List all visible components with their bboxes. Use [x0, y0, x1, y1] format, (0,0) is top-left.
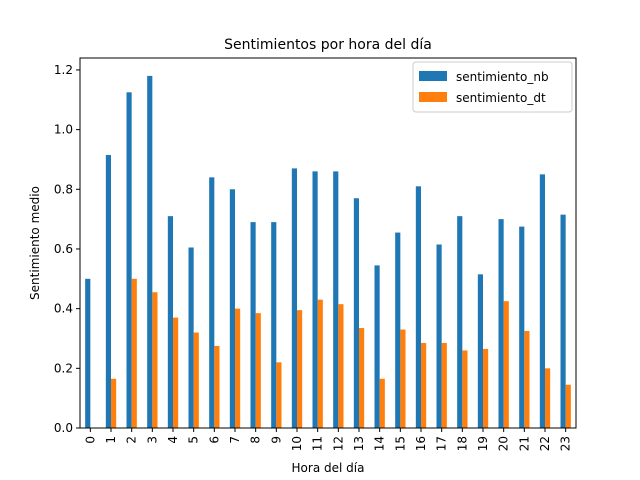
- bar-sentimiento-nb-18: [457, 216, 463, 428]
- bar-sentimiento-nb-22: [539, 174, 545, 428]
- y-axis-label: Sentimiento medio: [28, 186, 42, 300]
- bar-sentimiento-nb-7: [229, 189, 235, 428]
- x-tick-label: 12: [331, 436, 345, 451]
- bar-sentimiento-nb-4: [167, 216, 173, 428]
- bar-sentimiento-nb-11: [312, 171, 318, 428]
- bar-sentimiento-dt-6: [214, 345, 220, 428]
- y-tick-label: 0.0: [54, 421, 73, 435]
- bar-sentimiento-nb-20: [498, 219, 504, 428]
- bars-group: [85, 75, 571, 429]
- bar-sentimiento-nb-10: [291, 168, 297, 428]
- bar-sentimiento-dt-3: [152, 292, 158, 428]
- x-tick-label: 19: [476, 436, 490, 451]
- bar-sentimiento-nb-12: [333, 171, 339, 428]
- x-tick-label: 9: [269, 436, 283, 444]
- bar-sentimiento-dt-19: [483, 348, 489, 428]
- bar-sentimiento-dt-17: [441, 342, 447, 428]
- x-tick-label: 20: [497, 436, 511, 451]
- x-tick-label: 21: [517, 436, 531, 451]
- bar-sentimiento-nb-15: [395, 232, 401, 428]
- bar-sentimiento-dt-22: [545, 368, 551, 428]
- bar-sentimiento-dt-1: [111, 378, 117, 428]
- x-tick-label: 7: [228, 436, 242, 444]
- bar-sentimiento-nb-6: [209, 177, 215, 428]
- y-tick-label: 0.6: [54, 242, 73, 256]
- bar-sentimiento-dt-23: [565, 384, 571, 428]
- bar-sentimiento-dt-16: [421, 342, 427, 428]
- bar-sentimiento-dt-13: [359, 328, 365, 428]
- y-tick-label: 0.8: [54, 182, 73, 196]
- bar-sentimiento-nb-21: [519, 226, 525, 428]
- bar-sentimiento-dt-20: [503, 301, 509, 428]
- bar-sentimiento-dt-14: [379, 378, 385, 428]
- plot-frame: [79, 57, 577, 429]
- bar-sentimiento-dt-8: [255, 313, 261, 428]
- bar-sentimiento-nb-1: [105, 154, 111, 429]
- bar-sentimiento-nb-23: [560, 214, 566, 428]
- bar-sentimiento-nb-13: [353, 198, 359, 428]
- bar-sentimiento-dt-5: [193, 332, 199, 428]
- bar-sentimiento-nb-5: [188, 247, 194, 428]
- bar-sentimiento-dt-21: [524, 331, 530, 428]
- bar-sentimiento-nb-14: [374, 265, 380, 428]
- y-tick-label: 1.0: [54, 123, 73, 137]
- bar-sentimiento-dt-12: [338, 304, 344, 428]
- x-tick-label: 22: [538, 436, 552, 451]
- x-axis: 0 1 2 3 4 5 6 7 8 9 10 11 12 13 14 15 16 17 18 19 20 21 22 23: [83, 428, 573, 451]
- x-tick-label: 16: [414, 436, 428, 451]
- bar-sentimiento-nb-2: [126, 92, 132, 428]
- y-tick-label: 0.4: [54, 302, 73, 316]
- x-tick-label: 17: [435, 436, 449, 451]
- legend: sentimiento_nb sentimiento_dt: [412, 61, 573, 113]
- x-tick-label: 6: [207, 436, 221, 444]
- bar-sentimiento-dt-15: [400, 329, 406, 428]
- y-axis: 0.0 0.2 0.4 0.6 0.8 1.0 1.2: [54, 63, 80, 435]
- bar-sentimiento-dt-2: [131, 278, 137, 428]
- x-tick-label: 3: [145, 436, 159, 444]
- legend-box: [412, 61, 573, 113]
- bar-sentimiento-nb-9: [271, 222, 277, 428]
- x-tick-label: 4: [166, 436, 180, 444]
- x-tick-label: 13: [352, 436, 366, 451]
- legend-swatch-sentimiento-dt: [419, 92, 447, 102]
- chart-title: Sentimientos por hora del día: [224, 37, 432, 53]
- y-tick-label: 0.2: [54, 361, 73, 375]
- x-tick-label: 2: [125, 436, 139, 444]
- bar-sentimiento-dt-18: [462, 350, 468, 428]
- x-tick-label: 15: [393, 436, 407, 451]
- bar-sentimiento-dt-4: [173, 317, 179, 428]
- bar-sentimiento-dt-7: [235, 308, 241, 428]
- x-tick-label: 18: [455, 436, 469, 451]
- bar-sentimiento-dt-11: [317, 299, 323, 428]
- y-tick-label: 1.2: [54, 63, 73, 77]
- bar-sentimiento-nb-3: [147, 75, 153, 429]
- legend-swatch-sentimiento-nb: [419, 71, 447, 81]
- bar-sentimiento-nb-17: [436, 244, 442, 428]
- x-tick-label: 1: [104, 436, 118, 444]
- x-tick-label: 11: [311, 436, 325, 451]
- x-tick-label: 10: [290, 436, 304, 451]
- bar-sentimiento-nb-16: [415, 186, 421, 428]
- legend-label-sentimiento-dt: sentimiento_dt: [456, 91, 546, 105]
- x-tick-label: 5: [187, 436, 201, 444]
- bar-sentimiento-nb-19: [477, 274, 483, 428]
- x-tick-label: 14: [373, 436, 387, 451]
- x-tick-label: 8: [249, 436, 263, 444]
- x-tick-label: 0: [83, 436, 97, 444]
- bar-sentimiento-nb-0: [85, 278, 91, 428]
- x-axis-label: Hora del día: [292, 461, 365, 475]
- x-tick-label: 23: [559, 436, 573, 451]
- legend-label-sentimiento-nb: sentimiento_nb: [456, 70, 549, 84]
- bar-sentimiento-nb-8: [250, 222, 256, 428]
- bar-sentimiento-dt-9: [276, 362, 282, 428]
- bar-sentimiento-dt-10: [297, 310, 303, 428]
